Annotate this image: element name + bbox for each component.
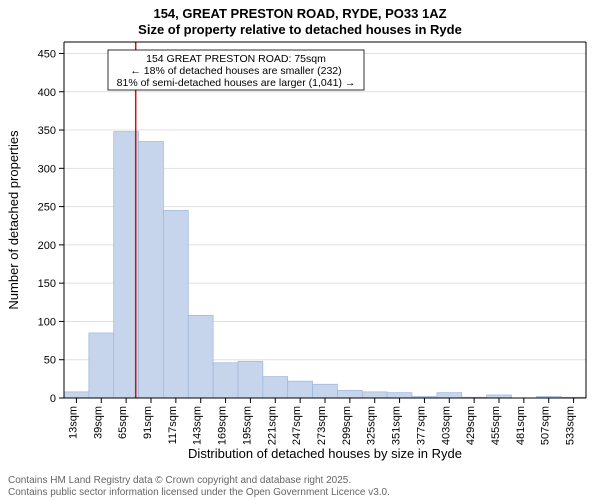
y-tick-label: 400 [38,87,56,99]
annotation-line-3: 81% of semi-detached houses are larger (… [117,77,356,89]
y-tick-label: 50 [44,355,56,367]
y-tick-label: 300 [38,163,56,175]
histogram-bar [337,390,362,398]
x-tick-label: 377sqm [415,406,427,445]
x-tick-label: 13sqm [67,406,79,439]
histogram-bar [263,377,288,398]
x-tick-label: 273sqm [316,406,328,445]
y-tick-label: 350 [38,125,56,137]
histogram-bar [362,392,387,398]
x-axis-label: Distribution of detached houses by size … [188,446,462,461]
x-tick-label: 65sqm [117,406,129,439]
x-tick-label: 299sqm [341,406,353,445]
footer-line-1: Contains HM Land Registry data © Crown c… [8,475,351,486]
x-tick-label: 143sqm [192,406,204,445]
y-tick-label: 0 [50,393,56,405]
histogram-chart: 0 50 100 150 200 250 300 350 400 450 13sqm 39sqm 65s… [0,0,600,500]
x-tick-label: 221sqm [266,406,278,445]
x-tick-label: 455sqm [490,406,502,445]
histogram-bar [213,363,238,398]
attribution-footer: Contains HM Land Registry data © Crown c… [8,475,390,498]
x-tick-label: 507sqm [540,406,552,445]
y-tick-label: 100 [38,316,56,328]
histogram-bar [89,333,114,398]
histogram-bar [114,132,139,398]
annotation-line-1: 154 GREAT PRESTON ROAD: 75sqm [146,53,326,65]
y-tick-label: 200 [38,240,56,252]
x-tick-label: 195sqm [241,406,253,445]
histogram-bar [188,315,213,398]
y-tick-label: 250 [38,202,56,214]
x-tick-label: 403sqm [440,406,452,445]
histogram-bar [64,392,89,398]
x-tick-label: 351sqm [391,406,403,445]
histogram-bar [313,384,338,398]
x-tick-label: 169sqm [217,406,229,445]
histogram-bar [437,393,462,398]
histogram-bar [387,393,412,398]
annotation-line-2: ← 18% of detached houses are smaller (23… [130,65,341,77]
histogram-bar [139,142,164,398]
y-tick-label: 450 [38,48,56,60]
footer-line-2: Contains public sector information licen… [8,487,390,498]
x-tick-label: 117sqm [167,406,179,444]
x-tick-label: 39sqm [92,406,104,439]
y-tick-label: 150 [38,278,56,290]
y-axis-label: Number of detached properties [6,130,21,310]
histogram-bar [163,210,188,398]
x-tick-label: 429sqm [465,406,477,445]
x-tick-label: 91sqm [142,406,154,439]
x-tick-label: 533sqm [565,406,577,445]
histogram-bar [288,381,313,398]
histogram-bar [238,361,263,398]
x-tick-label: 247sqm [291,406,303,445]
x-tick-label: 325sqm [366,406,378,445]
x-tick-label: 481sqm [515,406,527,445]
